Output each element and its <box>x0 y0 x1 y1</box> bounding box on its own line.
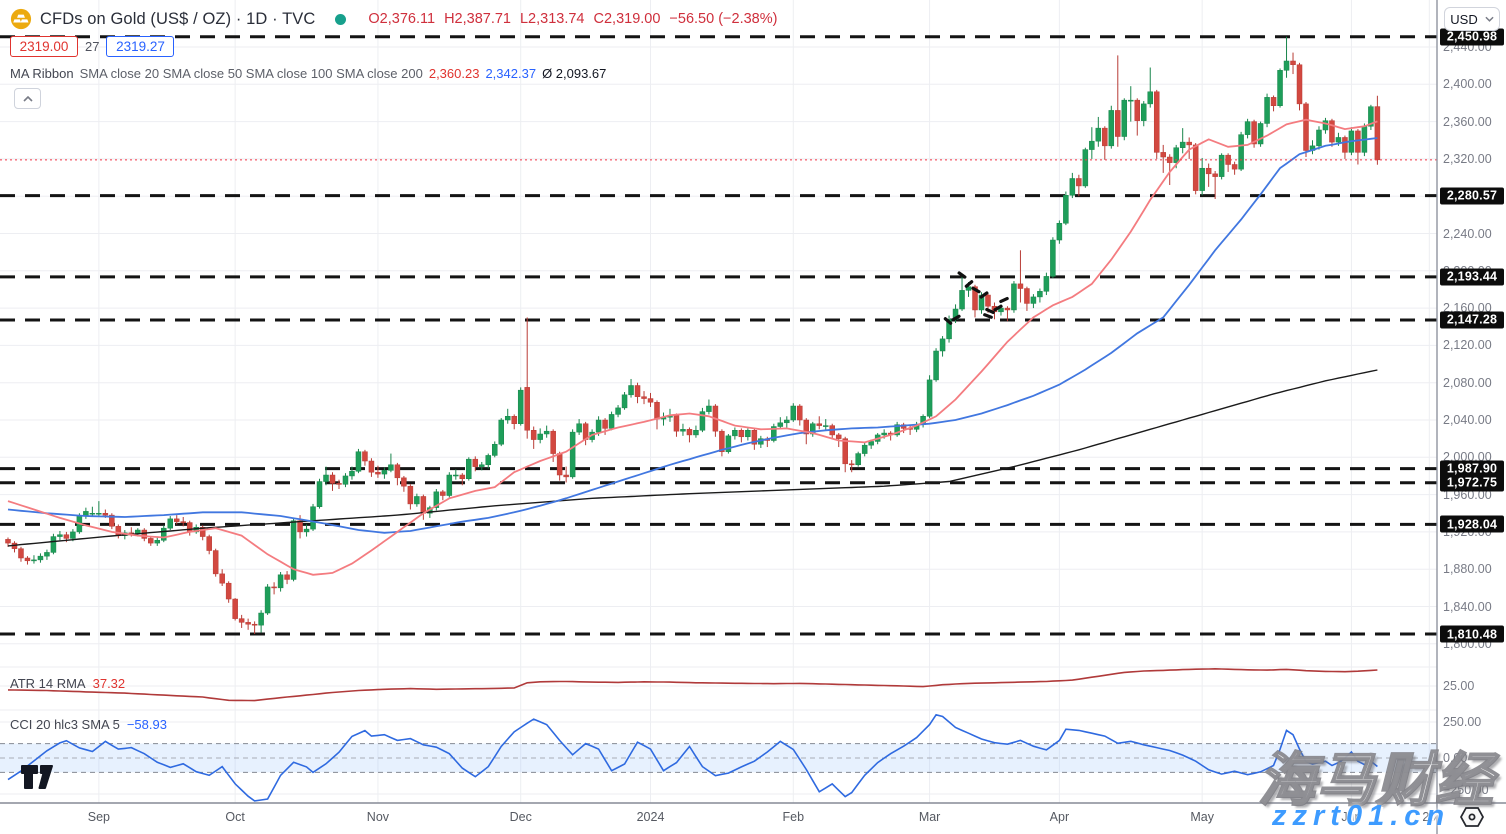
price-tick: 1,840.00 <box>1443 599 1492 614</box>
price-tick: 2,240.00 <box>1443 226 1492 241</box>
ohlc-high: H2,387.71 <box>444 11 511 27</box>
currency-selector[interactable]: USD <box>1444 7 1500 31</box>
watermark-cjk: 海马财经 <box>1257 747 1495 814</box>
ohlc-change: −56.50 (−2.38%) <box>669 11 778 27</box>
atr-label: ATR 14 RMA <box>10 676 86 691</box>
atr-tick: 25.00 <box>1443 679 1475 693</box>
price-tick: 2,400.00 <box>1443 77 1492 92</box>
symbol-header: CFDs on Gold (US$ / OZ) · 1D · TVC O2,37… <box>10 7 777 31</box>
time-tick: Dec <box>509 810 532 824</box>
ma-ribbon-params: SMA close 20 SMA close 50 SMA close 100 … <box>79 66 423 81</box>
sell-price-button[interactable]: 2319.00 <box>10 36 78 57</box>
gold-bars-icon <box>10 8 32 30</box>
time-tick: 20 <box>1422 810 1437 824</box>
level-price-badge: 2,450.98 <box>1440 28 1504 46</box>
level-price-badge: 2,280.57 <box>1440 187 1504 205</box>
level-price-badge: 2,147.28 <box>1440 311 1504 329</box>
cci-tick: 0.00 <box>1443 751 1468 765</box>
cci-tick: 250.00 <box>1443 715 1482 729</box>
price-tick: 2,320.00 <box>1443 151 1492 166</box>
price-tick: 2,360.00 <box>1443 114 1492 129</box>
ma-sma20-value: 2,360.23 <box>428 66 480 81</box>
level-price-badge: 2,193.44 <box>1440 268 1504 286</box>
price-tick: 2,040.00 <box>1443 413 1492 427</box>
time-tick: Nov <box>366 810 390 824</box>
time-tick: Feb <box>782 810 805 824</box>
time-tick: Sep <box>87 810 110 824</box>
cci-pane-legend[interactable]: CCI 20 hlc3 SMA 5 −58.93 <box>10 717 167 732</box>
order-widget: 2319.00 27 2319.27 <box>10 36 175 57</box>
ohlc-values: O2,376.11 H2,387.71 L2,313.74 C2,319.00 … <box>368 11 777 27</box>
ohlc-open: O2,376.11 <box>368 11 436 27</box>
atr-pane-legend[interactable]: ATR 14 RMA 37.32 <box>10 676 125 691</box>
cci-label: CCI 20 hlc3 SMA 5 <box>10 717 120 732</box>
scale-settings-icon[interactable] <box>1460 806 1484 828</box>
ma-ribbon-legend[interactable]: MA Ribbon SMA close 20 SMA close 50 SMA … <box>10 66 606 81</box>
time-tick: Apr <box>1049 810 1070 824</box>
price-tick: 2,120.00 <box>1443 338 1492 353</box>
price-tick: 1,880.00 <box>1443 562 1492 577</box>
spread-value: 27 <box>85 39 100 54</box>
tradingview-logo-icon[interactable] <box>20 764 54 790</box>
buy-price-button[interactable]: 2319.27 <box>106 36 175 57</box>
level-price-badge: 1,810.48 <box>1440 625 1504 643</box>
collapse-legend-button[interactable] <box>14 88 41 109</box>
time-tick: May <box>1190 810 1214 824</box>
level-price-badge: 1,972.75 <box>1440 474 1504 492</box>
symbol-title[interactable]: CFDs on Gold (US$ / OZ) · 1D · TVC <box>40 9 316 28</box>
time-tick: Mar <box>918 810 941 824</box>
level-price-badge: 1,987.90 <box>1440 460 1504 478</box>
atr-value: 37.32 <box>92 676 126 691</box>
chevron-down-icon <box>1485 16 1494 22</box>
watermark-site: zzrt01.cn <box>1272 800 1451 832</box>
currency-label: USD <box>1450 11 1478 27</box>
ohlc-low: L2,313.74 <box>519 11 585 27</box>
time-tick: Oct <box>225 810 245 824</box>
cci-tick: −250.00 <box>1443 783 1489 797</box>
ohlc-close: C2,319.00 <box>593 11 661 27</box>
ma-ribbon-title: MA Ribbon <box>10 66 74 81</box>
chevron-up-icon <box>22 95 33 102</box>
time-tick: Jun <box>1341 810 1362 824</box>
level-price-badge: 1,928.04 <box>1440 515 1504 533</box>
price-tick: 2,080.00 <box>1443 375 1492 390</box>
cci-value: −58.93 <box>126 717 167 732</box>
market-status-icon <box>335 13 347 25</box>
ma-avg-value: Ø 2,093.67 <box>542 66 607 81</box>
ma-sma50-value: 2,342.37 <box>485 66 537 81</box>
time-tick: 2024 <box>636 810 665 824</box>
